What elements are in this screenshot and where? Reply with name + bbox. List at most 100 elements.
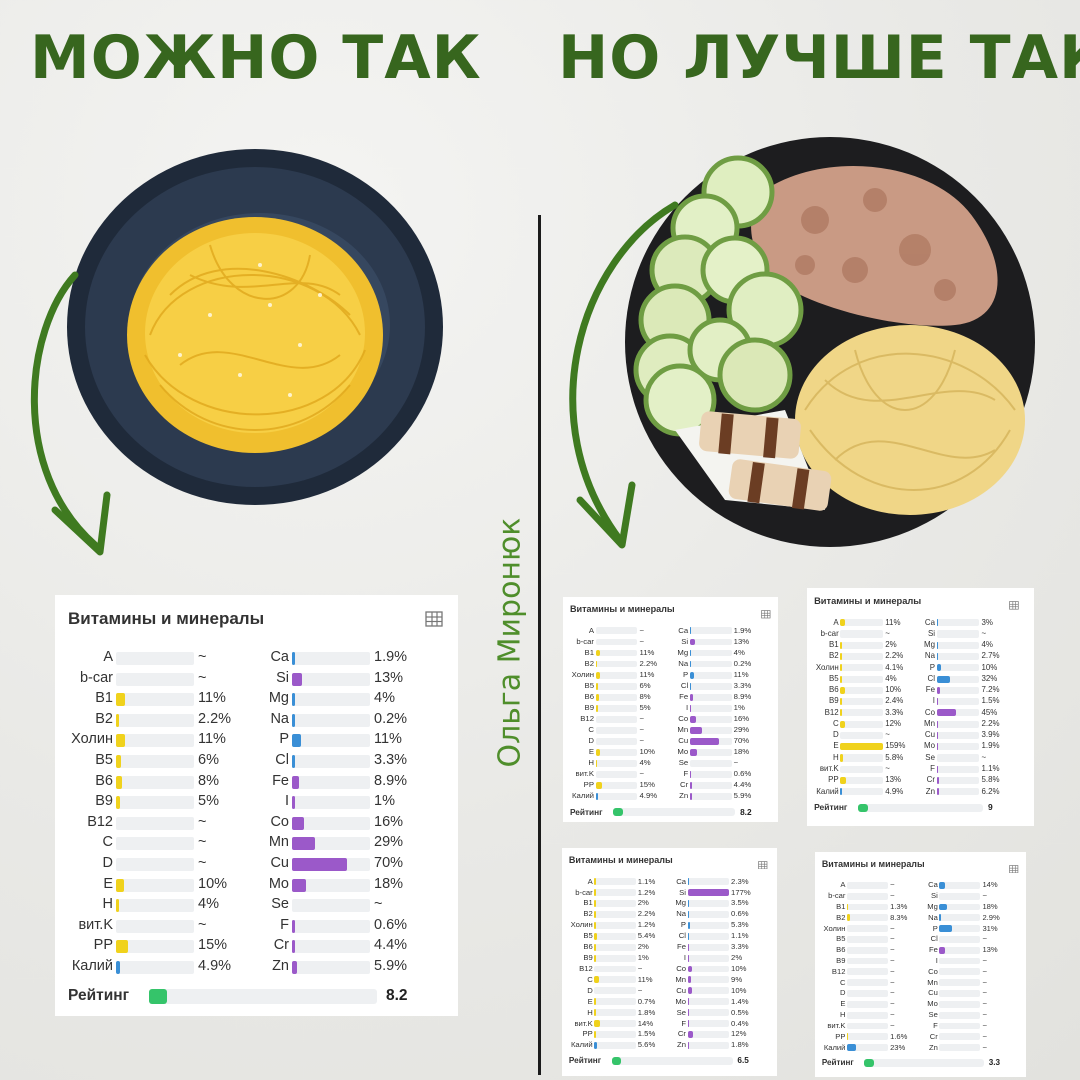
table-icon[interactable] [425, 611, 443, 627]
nutrient-bar-fill [594, 932, 597, 940]
nutrient-bar-fill [594, 921, 596, 929]
nutrient-row: B6 8% [563, 691, 670, 702]
nutrient-bar-track [594, 878, 636, 886]
nutrient-value: 4% [981, 640, 993, 650]
nutrient-label: Cu [678, 736, 689, 746]
nutrient-bar-fill [292, 837, 315, 851]
rating-bar-fill [864, 1058, 874, 1067]
nutrient-bar-track [936, 641, 980, 649]
card-title: Витамины и минералы [821, 859, 925, 870]
nutrient-value: ~ [198, 649, 207, 665]
nutrient-bar-fill [840, 754, 843, 762]
nutrient-value: ~ [982, 966, 987, 976]
nutrient-row: D ~ [562, 985, 668, 996]
nutrient-label: Ca [924, 617, 935, 627]
nutrient-row: Na 2.9% [907, 912, 1012, 923]
nutrient-value: ~ [982, 999, 987, 1009]
nutrient-row: E ~ [815, 999, 920, 1010]
nutrient-label: A [587, 876, 593, 886]
nutrient-label: Cl [680, 680, 689, 690]
nutrient-row: Se ~ [657, 758, 764, 769]
nutrient-row: Mg 4% [903, 640, 1012, 651]
nutrient-bar-fill [594, 910, 596, 918]
nutrient-value: 16% [374, 813, 404, 830]
nutrient-bar-track [689, 649, 732, 657]
nutrient-value: 1.9% [981, 741, 1000, 751]
nutrient-value: 1.6% [890, 1031, 908, 1041]
card-title: Витамины и минералы [814, 595, 922, 606]
nutrient-row: Mo 1.4% [655, 996, 761, 1007]
nutrient-label: Калий [823, 1042, 846, 1052]
nutrient-bar-fill [687, 987, 692, 995]
table-icon[interactable] [761, 606, 771, 619]
nutrient-bar-fill [840, 720, 846, 728]
nutrient-label: Cu [676, 985, 686, 995]
nutrient-row: Ca 1.9% [231, 648, 431, 669]
nutrient-row: Cu 10% [655, 985, 761, 996]
nutrient-row: Mn ~ [907, 977, 1012, 988]
nutrient-label: B5 [584, 680, 595, 690]
nutrient-bar-fill [594, 943, 596, 951]
nutrient-bar-track [939, 968, 981, 976]
nutrient-label: B9 [836, 956, 846, 966]
nutrient-bar-track [847, 968, 888, 976]
nutrient-bar-track [847, 914, 888, 922]
nutrient-row: H 4% [55, 895, 255, 916]
nutrient-value: 1.1% [731, 931, 749, 941]
nutrient-value: ~ [890, 1010, 895, 1020]
nutrient-bar-fill [594, 1041, 597, 1049]
nutrient-row: A 1.1% [562, 876, 668, 887]
nutrient-label: Mn [927, 977, 938, 987]
nutrient-label: Co [270, 813, 289, 830]
nutrient-bar-fill [116, 775, 123, 789]
nutrient-bar-track [939, 1044, 981, 1051]
nutrient-row: A ~ [815, 880, 920, 891]
nutrient-bar-fill [939, 903, 947, 911]
nutrient-bar-track [116, 672, 194, 686]
nutrient-row: B9 5% [563, 703, 670, 714]
nutrient-bar-fill [689, 682, 692, 690]
nutrient-row: B5 ~ [815, 934, 920, 945]
nutrient-bar-fill [689, 671, 695, 679]
rating-value: 9 [988, 802, 993, 813]
rating-label: Рейтинг [569, 806, 603, 817]
nutrient-row: Mn 9% [655, 974, 761, 985]
nutrient-row: A ~ [55, 648, 255, 669]
table-icon[interactable] [1009, 860, 1019, 874]
table-icon[interactable] [1009, 597, 1020, 610]
nutrient-bar-track [939, 881, 981, 889]
nutrient-label: Cu [928, 988, 938, 998]
nutrient-bar-fill [594, 1020, 601, 1027]
nutrient-row: b-car ~ [815, 891, 920, 902]
nutrient-bar-fill [594, 878, 596, 886]
nutrient-value: ~ [982, 988, 987, 998]
nutrient-value: 11% [639, 647, 655, 657]
nutrient-row: Mg 4% [231, 689, 431, 710]
nutrient-value: 11% [885, 617, 901, 627]
nutrient-value: ~ [890, 977, 895, 987]
nutrient-bar-track [116, 837, 194, 851]
nutrient-label: Ca [270, 649, 289, 665]
nutrient-bar-fill [116, 796, 120, 810]
nutrient-value: 11% [374, 731, 402, 748]
table-icon[interactable] [758, 856, 768, 870]
nutrient-bar-fill [689, 748, 698, 756]
nutrient-bar-track [939, 935, 981, 943]
nutrient-label: Холин [823, 923, 846, 933]
nutrient-bar-track [936, 765, 980, 773]
arrow-left-icon [30, 271, 111, 556]
nutrient-row: Na 2.7% [903, 651, 1012, 662]
nutrient-bar-track [936, 698, 980, 706]
nutrient-bar-fill [840, 664, 843, 672]
nutrient-value: 4.9% [885, 786, 904, 796]
nutrient-bar-fill [594, 1009, 596, 1017]
nutrient-bar-track [840, 765, 884, 773]
nutrient-value: 4.1% [885, 662, 904, 672]
nutrient-bar-track [939, 1033, 981, 1041]
nutrient-value: 13% [733, 636, 750, 646]
nutrient-row: Cl ~ [907, 934, 1012, 945]
nutrient-label: I [284, 793, 289, 810]
nutrient-bar-track [687, 976, 729, 984]
nutrient-label: Cl [678, 931, 686, 941]
nutrient-label: E [103, 875, 113, 892]
